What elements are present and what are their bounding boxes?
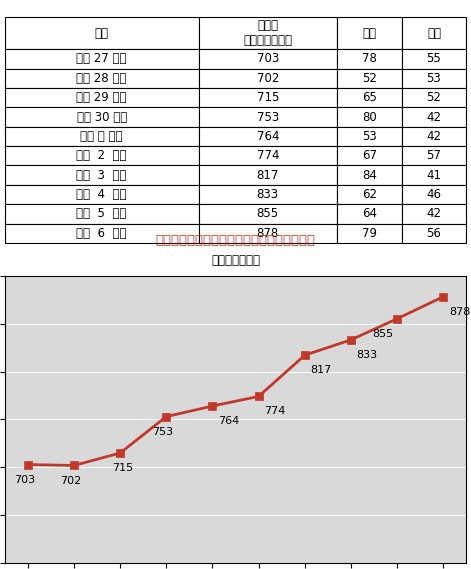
Text: 774: 774 [264,406,285,417]
Text: 764: 764 [218,416,239,426]
Text: 702: 702 [60,476,81,485]
Text: 817: 817 [310,365,332,376]
Text: （年度末現在）: （年度末現在） [211,254,260,267]
Text: 878: 878 [449,307,470,317]
Text: 753: 753 [153,427,173,436]
Text: 高度管理医療機器等販売業・貸与業の施設数: 高度管理医療機器等販売業・貸与業の施設数 [155,234,316,247]
Text: 703: 703 [14,475,35,485]
Text: 855: 855 [372,329,393,339]
Text: 833: 833 [357,350,378,360]
Text: 715: 715 [112,463,133,473]
